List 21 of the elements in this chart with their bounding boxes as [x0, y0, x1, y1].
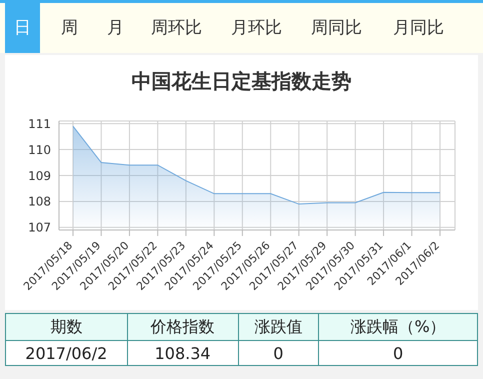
y-tick-label: 107 — [28, 220, 51, 235]
text: 涨跌值 — [238, 314, 319, 340]
text: 月 — [106, 17, 125, 40]
text: 月同比 — [392, 17, 445, 40]
text: 0 — [318, 340, 478, 366]
text: 价格指数 — [127, 314, 238, 340]
text: 周环比 — [150, 17, 203, 40]
text: 期数 — [6, 314, 128, 340]
y-tick-label: 110 — [28, 142, 51, 157]
y-tick-label: 108 — [28, 194, 51, 209]
y-tick-label: 111 — [28, 116, 51, 131]
text: 周 — [60, 17, 79, 40]
text: 0 — [238, 340, 319, 366]
text: 2017/06/2 — [6, 340, 128, 366]
text: 108.34 — [127, 340, 238, 366]
y-tick-label: 109 — [28, 168, 51, 183]
text: 月环比 — [230, 17, 283, 40]
chart-title: 中国花生日定基指数走势 — [130, 68, 352, 95]
text: 涨跌幅（%） — [318, 314, 478, 340]
text: 周同比 — [310, 17, 363, 40]
text: 日 — [5, 3, 40, 53]
